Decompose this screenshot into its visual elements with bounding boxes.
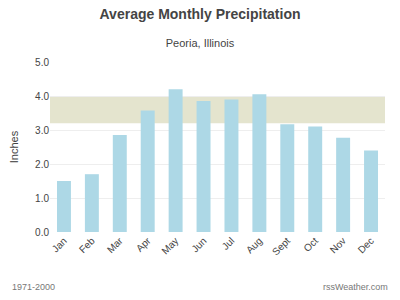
svg-text:Aug: Aug (244, 235, 264, 255)
svg-text:Mar: Mar (105, 235, 125, 255)
svg-text:5.0: 5.0 (35, 57, 49, 68)
svg-text:Sept: Sept (270, 235, 292, 257)
svg-text:rssWeather.com: rssWeather.com (323, 282, 388, 292)
svg-text:Jul: Jul (220, 235, 237, 252)
svg-text:Dec: Dec (356, 235, 376, 255)
svg-text:Peoria, Illinois: Peoria, Illinois (166, 37, 235, 49)
svg-text:1971-2000: 1971-2000 (12, 282, 55, 292)
svg-text:Nov: Nov (328, 235, 348, 255)
svg-text:0.0: 0.0 (35, 227, 49, 238)
svg-text:Average Monthly Precipitation: Average Monthly Precipitation (100, 6, 301, 22)
svg-text:2.0: 2.0 (35, 159, 49, 170)
svg-text:Apr: Apr (134, 235, 153, 254)
svg-text:1.0: 1.0 (35, 193, 49, 204)
svg-text:Jan: Jan (50, 235, 69, 254)
svg-text:Oct: Oct (301, 235, 320, 254)
svg-text:Inches: Inches (8, 130, 20, 163)
svg-text:3.0: 3.0 (35, 125, 49, 136)
svg-text:Feb: Feb (77, 235, 97, 255)
svg-text:4.0: 4.0 (35, 91, 49, 102)
svg-text:Jun: Jun (189, 235, 208, 254)
svg-text:May: May (159, 235, 180, 256)
